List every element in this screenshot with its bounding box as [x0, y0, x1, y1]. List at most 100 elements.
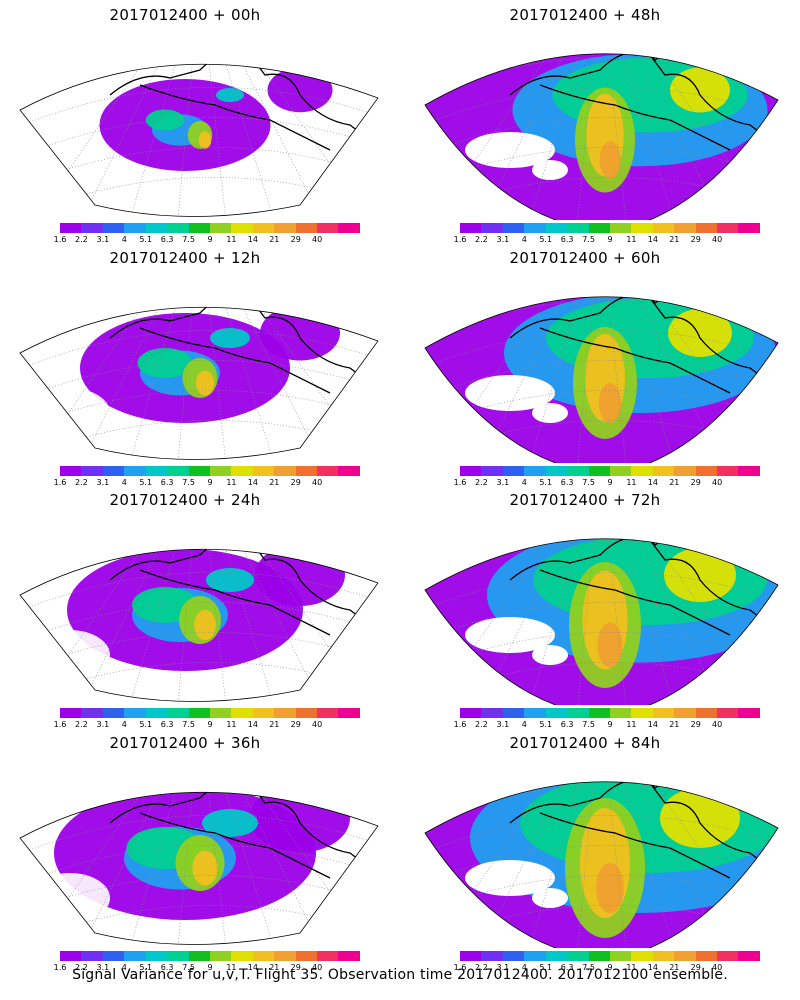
colorbar-swatch — [502, 951, 525, 961]
colorbar-swatch — [717, 223, 739, 233]
colorbar-swatch — [295, 223, 318, 233]
colorbar-swatch — [524, 708, 546, 718]
colorbar-label: 6.3 — [560, 235, 574, 244]
colorbar-swatch — [81, 223, 103, 233]
colorbar-swatch — [524, 466, 546, 476]
colorbar-swatch — [674, 951, 696, 961]
colorbar-label: 21 — [269, 963, 280, 972]
colorbar-swatch — [338, 223, 360, 233]
colorbar-swatch — [124, 951, 146, 961]
colorbar-label: 7.5 — [182, 478, 195, 487]
colorbar-swatch — [209, 951, 232, 961]
colorbar-label: 21 — [669, 235, 680, 244]
colorbar-label: 2.2 — [75, 963, 88, 972]
colorbar-label: 40 — [712, 720, 723, 729]
colorbar-label: 4 — [121, 478, 127, 487]
colorbar-label: 2.2 — [475, 963, 488, 972]
colorbar-label: 3.1 — [96, 963, 110, 972]
colorbar-label: 21 — [669, 478, 680, 487]
colorbar-swatch — [460, 223, 482, 233]
colorbar-swatch — [631, 951, 653, 961]
colorbar-swatch — [588, 708, 610, 718]
colorbar-swatch — [588, 951, 610, 961]
colorbar-label: 40 — [312, 478, 323, 487]
colorbar-swatch — [588, 223, 610, 233]
colorbar-label: 3.1 — [496, 963, 510, 972]
colorbar-label: 3.1 — [96, 720, 110, 729]
colorbar-label: 7.5 — [182, 963, 195, 972]
colorbar-label: 14 — [247, 963, 258, 972]
colorbar-label: 6.3 — [160, 235, 174, 244]
colorbar-label: 6.3 — [160, 478, 174, 487]
colorbar-label: 9 — [207, 963, 213, 972]
colorbar-swatch — [338, 951, 360, 961]
colorbar-swatch — [502, 466, 525, 476]
colorbar-swatch — [524, 223, 546, 233]
colorbar-label: 11 — [626, 963, 637, 972]
colorbar-label: 5.1 — [139, 478, 153, 487]
colorbar-label: 14 — [647, 478, 658, 487]
colorbar-swatch — [317, 951, 339, 961]
map-plot — [19, 306, 379, 460]
colorbar-swatch — [631, 223, 653, 233]
map-plot — [424, 53, 779, 220]
colorbar-swatch — [317, 223, 339, 233]
colorbar-label: 1.6 — [453, 720, 467, 729]
colorbar-label: 7.5 — [182, 720, 195, 729]
colorbar-swatch — [674, 708, 696, 718]
colorbar-label: 4 — [521, 963, 527, 972]
colorbar-label: 1.6 — [53, 235, 67, 244]
colorbar-swatch — [124, 466, 146, 476]
colorbar-label: 4 — [121, 963, 127, 972]
colorbar-swatch — [674, 223, 696, 233]
colorbar-label: 29 — [690, 478, 701, 487]
colorbar: 1.6 2.2 3.1 4 5.1 6.3 7.5 9 11 14 21 29 40 — [454, 223, 762, 247]
colorbar-label: 11 — [226, 235, 237, 244]
colorbar-label: 1.6 — [53, 720, 67, 729]
colorbar-swatch — [188, 708, 210, 718]
colorbar-label: 11 — [226, 720, 237, 729]
colorbar-label: 1.6 — [453, 235, 467, 244]
colorbar-swatch — [631, 466, 653, 476]
colorbar-label: 21 — [669, 720, 680, 729]
colorbar-swatch — [738, 708, 760, 718]
colorbar-swatch — [695, 223, 718, 233]
panel-title: 2017012400 + 12h — [109, 249, 261, 267]
colorbar: 1.6 2.2 3.1 4 5.1 6.3 7.5 9 11 14 21 29 40 — [454, 708, 762, 732]
colorbar-swatch — [738, 223, 760, 233]
colorbar: 1.6 2.2 3.1 4 5.1 6.3 7.5 9 11 14 21 29 40 — [454, 466, 762, 490]
colorbar-swatch — [545, 951, 568, 961]
colorbar-swatch — [295, 466, 318, 476]
map-plot — [424, 538, 779, 705]
colorbar-swatch — [231, 708, 253, 718]
colorbar-label: 6.3 — [160, 720, 174, 729]
colorbar-swatch — [338, 708, 360, 718]
colorbar-swatch — [588, 466, 610, 476]
colorbar-swatch — [545, 708, 568, 718]
colorbar-swatch — [102, 951, 125, 961]
colorbar-label: 3.1 — [496, 478, 510, 487]
map-plot — [19, 63, 379, 217]
panel-title: 2017012400 + 60h — [509, 249, 661, 267]
colorbar-label: 9 — [207, 478, 213, 487]
colorbar-label: 21 — [269, 720, 280, 729]
colorbar-swatch — [145, 466, 168, 476]
colorbar-label: 29 — [290, 963, 301, 972]
panel-title: 2017012400 + 24h — [109, 491, 261, 509]
colorbar-swatch — [652, 466, 675, 476]
colorbar: 1.6 2.2 3.1 4 5.1 6.3 7.5 9 11 14 21 29 40 — [454, 951, 762, 975]
colorbar-swatch — [252, 223, 275, 233]
colorbar-label: 5.1 — [139, 235, 153, 244]
colorbar-swatch — [317, 708, 339, 718]
panel-title: 2017012400 + 72h — [509, 491, 661, 509]
colorbar-label: 11 — [626, 478, 637, 487]
colorbar-label: 9 — [607, 963, 613, 972]
colorbar-label: 4 — [121, 235, 127, 244]
colorbar-swatch — [524, 951, 546, 961]
colorbar-swatch — [60, 466, 82, 476]
map-plot — [19, 548, 379, 702]
colorbar-swatch — [609, 951, 632, 961]
colorbar-swatch — [695, 466, 718, 476]
colorbar-swatch — [631, 708, 653, 718]
